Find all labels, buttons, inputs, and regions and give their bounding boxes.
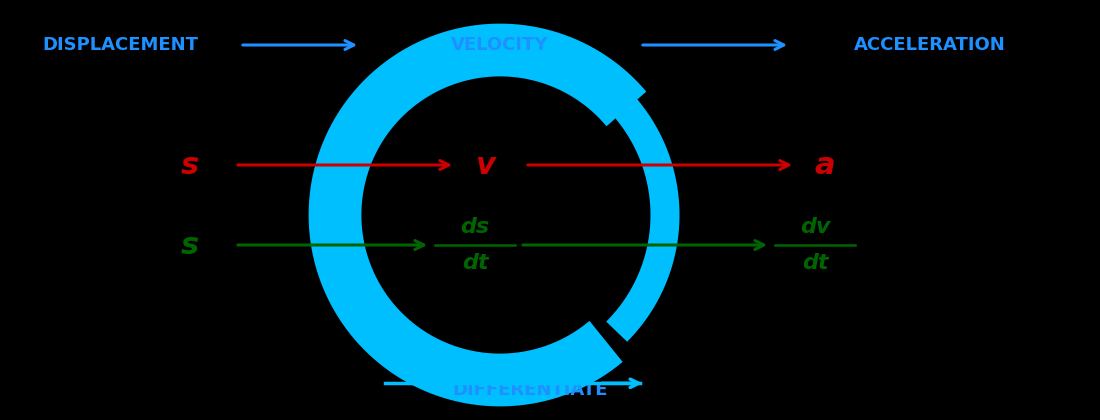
Text: dv: dv [800,217,830,237]
Text: VELOCITY: VELOCITY [451,36,549,54]
Text: dt: dt [462,253,488,273]
Text: s: s [180,150,199,179]
Text: ds: ds [461,217,490,237]
Text: ACCELERATION: ACCELERATION [854,36,1005,54]
Text: DIFFERENTIATE: DIFFERENTIATE [452,381,607,399]
Text: s: s [180,231,199,260]
Text: v: v [475,150,495,179]
Text: DISPLACEMENT: DISPLACEMENT [42,36,198,54]
Text: a: a [815,150,835,179]
Text: dt: dt [802,253,828,273]
